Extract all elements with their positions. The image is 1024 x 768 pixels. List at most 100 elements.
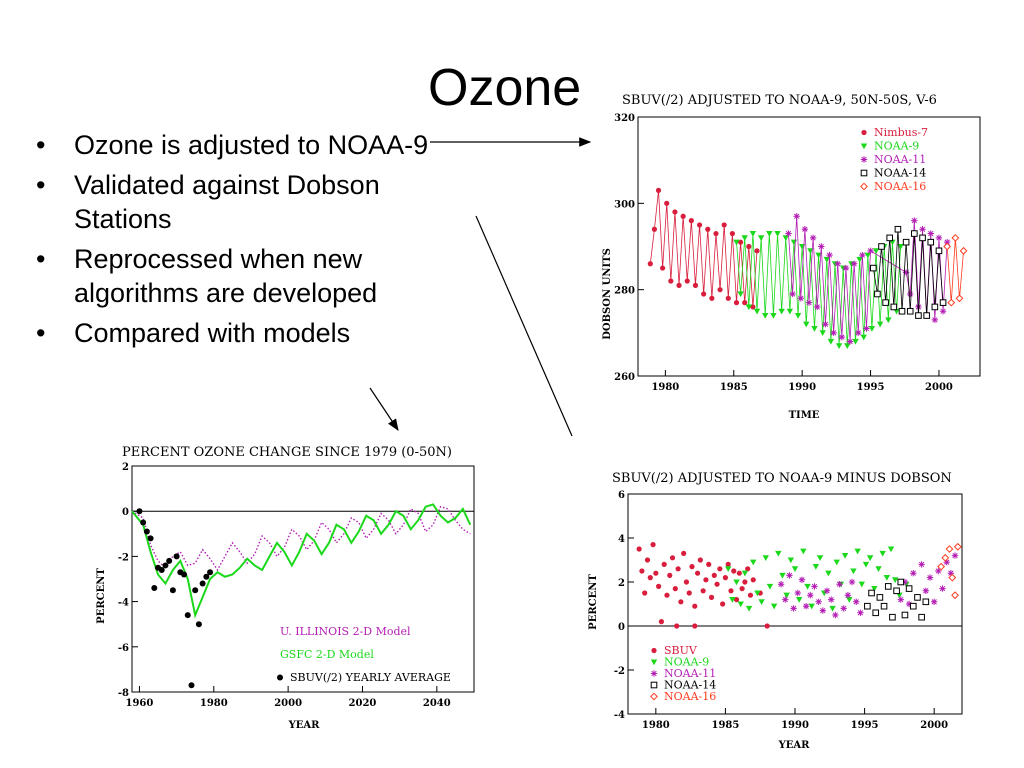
arrow-bullet-to-left-chart [370,388,398,430]
x-axis-label: YEAR [778,740,811,751]
point-noaa-11 [923,588,929,594]
y-tick-label: -2 [614,666,625,677]
point-noaa-9 [766,231,772,237]
point-noaa-9 [863,562,869,568]
point-noaa-14 [875,291,881,297]
point-noaa-11 [927,574,933,580]
point-noaa-14 [887,235,893,241]
point-sbuv-2-yearly-average [188,682,194,688]
point-noaa-11 [820,607,826,613]
y-tick-label: -8 [118,688,129,699]
point-noaa-9 [738,601,744,607]
point-noaa-9 [892,577,898,583]
legend-label: Nimbus-7 [874,126,928,139]
point-sbuv [765,623,770,628]
point-noaa-9 [775,551,781,557]
point-sbuv [684,579,689,584]
legend-label: NOAA-16 [664,690,716,703]
point-sbuv-2-yearly-average [181,571,187,577]
point-noaa-11 [818,243,824,249]
y-tick-label: 320 [614,113,635,124]
point-sbuv [698,557,703,562]
point-sbuv [723,575,728,580]
point-noaa-11 [863,325,869,331]
y-tick-label: 2 [618,578,625,589]
point-noaa-9 [750,560,756,566]
legend-marker [861,143,867,149]
point-noaa-11 [841,605,847,611]
point-noaa-14 [932,304,938,310]
point-noaa-11 [778,581,784,587]
point-noaa-11 [836,581,842,587]
point-noaa-11 [855,330,861,336]
arrow-bullet-to-right-chart [476,216,572,436]
point-nimbus-7 [664,201,669,206]
x-tick-label: 2000 [274,698,302,709]
point-noaa-9 [742,235,748,241]
point-sbuv-2-yearly-average [151,585,157,591]
point-noaa-16 [938,563,944,569]
point-noaa-9 [795,313,801,319]
point-sbuv [673,586,678,591]
point-nimbus-7 [726,296,731,301]
point-sbuv [703,577,708,582]
legend-label: NOAA-16 [874,180,926,193]
point-noaa-11 [798,295,804,301]
point-noaa-11 [814,304,820,310]
point-sbuv [656,584,661,589]
point-noaa-9 [836,343,842,349]
point-sbuv-2-yearly-average [140,520,146,526]
point-nimbus-7 [693,283,698,288]
point-noaa-11 [952,552,958,558]
point-noaa-11 [811,583,817,589]
y-tick-label: -2 [118,552,129,563]
chart-percent-ozone-change: PERCENT OZONE CHANGE SINCE 1979 (0-50N) … [92,436,482,736]
point-sbuv [645,557,650,562]
point-sbuv-2-yearly-average [185,612,191,618]
y-tick-label: 0 [122,507,129,518]
point-noaa-14 [912,231,918,237]
point-noaa-11 [810,235,816,241]
point-noaa-9 [867,555,873,561]
point-noaa-9 [763,555,769,561]
point-noaa-11 [853,599,859,605]
point-noaa-16 [956,295,962,301]
point-noaa-14 [940,300,946,306]
point-noaa-11 [931,599,937,605]
legend-marker [651,659,657,665]
point-noaa-9 [846,597,852,603]
point-sbuv [667,573,672,578]
point-sbuv [706,562,711,567]
point-noaa-9 [803,322,809,328]
y-tick-label: -4 [614,710,625,721]
point-noaa-11 [918,561,924,567]
point-noaa-11 [849,579,855,585]
x-tick-label: 1980 [651,382,679,393]
x-tick-label: 2040 [423,698,451,709]
point-nimbus-7 [660,265,665,270]
point-nimbus-7 [652,227,657,232]
point-sbuv-2-yearly-average [174,553,180,559]
point-noaa-16 [942,555,948,561]
point-nimbus-7 [689,218,694,223]
point-sbuv [639,568,644,573]
point-noaa-14 [899,308,905,314]
point-noaa-11 [907,291,913,297]
point-noaa-9 [791,240,797,246]
point-sbuv [692,623,697,628]
legend-marker [651,693,657,699]
y-axis-label: PERCENT [588,574,599,630]
point-noaa-14 [870,265,876,271]
point-nimbus-7 [717,287,722,292]
point-noaa-11 [785,230,791,236]
point-noaa-9 [754,309,760,315]
point-noaa-14 [915,595,921,601]
point-noaa-16 [955,544,961,550]
legend-label: SBUV(/2) YEARLY AVERAGE [290,671,451,684]
y-tick-label: 2 [122,462,129,473]
point-nimbus-7 [672,209,677,214]
point-noaa-9 [888,546,894,552]
point-nimbus-7 [681,214,686,219]
point-sbuv [687,590,692,595]
y-axis-label: PERCENT [96,568,107,624]
